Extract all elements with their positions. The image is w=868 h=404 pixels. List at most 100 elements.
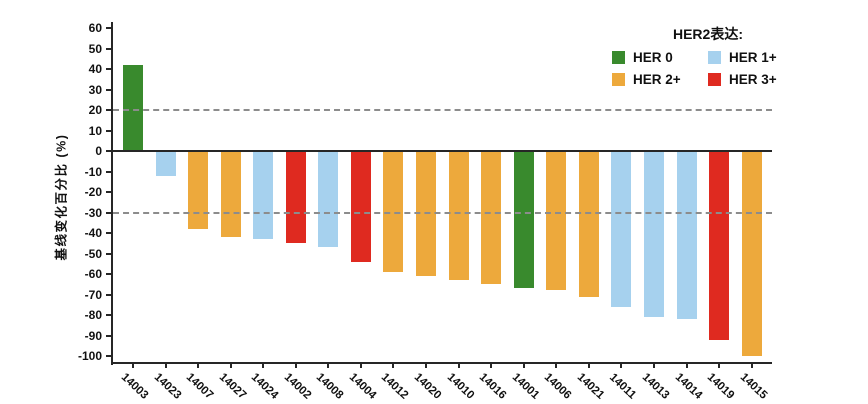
bar-14019 bbox=[709, 151, 730, 340]
y-axis-tick bbox=[106, 109, 112, 111]
y-axis-tick-label: -50 bbox=[84, 246, 102, 261]
bar-14013 bbox=[643, 151, 664, 318]
legend-swatch-icon bbox=[708, 51, 721, 65]
y-axis-tick-label: 20 bbox=[88, 103, 102, 117]
legend-item-label: HER 1+ bbox=[729, 50, 777, 65]
x-axis-tick bbox=[392, 363, 395, 368]
y-axis-tick-label: 40 bbox=[88, 62, 102, 76]
x-axis-tick-label: 14021 bbox=[574, 371, 607, 402]
legend-item-her-0: HER 0 bbox=[612, 51, 704, 65]
y-axis-tick-label: 30 bbox=[88, 82, 102, 97]
y-axis-tick bbox=[106, 211, 112, 214]
legend-item-label: HER 2+ bbox=[633, 71, 681, 87]
legend-item-her-3plus: HER 3+ bbox=[708, 71, 800, 87]
bar-14001 bbox=[513, 151, 534, 289]
bar-14016 bbox=[481, 151, 502, 285]
x-axis-tick bbox=[555, 363, 558, 368]
reference-line-dashed bbox=[113, 109, 772, 111]
y-axis-tick bbox=[106, 232, 112, 234]
bar-14007 bbox=[188, 151, 209, 229]
x-axis-tick-label: 14008 bbox=[314, 371, 346, 402]
x-axis-tick-label: 14004 bbox=[346, 371, 379, 402]
y-axis-tick-label: -30 bbox=[84, 205, 102, 220]
bar-14023 bbox=[155, 151, 176, 176]
y-axis-tick bbox=[106, 150, 112, 152]
x-axis-tick bbox=[750, 363, 753, 368]
y-axis-tick-label: -100 bbox=[77, 349, 102, 363]
legend-item-her-2plus: HER 2+ bbox=[612, 71, 704, 87]
bar-14024 bbox=[253, 151, 274, 240]
x-axis-tick bbox=[425, 363, 428, 368]
legend-swatch-icon bbox=[708, 72, 721, 86]
x-axis-line bbox=[111, 362, 772, 364]
y-axis-tick-label: 0 bbox=[95, 144, 102, 158]
y-axis-tick-label: -70 bbox=[84, 287, 102, 302]
bar-14008 bbox=[318, 151, 339, 248]
y-axis-tick-label: -60 bbox=[84, 267, 102, 281]
y-axis-tick bbox=[106, 334, 112, 337]
x-axis-tick-label: 14003 bbox=[118, 371, 151, 402]
x-axis-tick-label: 14012 bbox=[379, 371, 411, 402]
x-axis-tick bbox=[522, 363, 525, 368]
y-axis-tick bbox=[106, 355, 112, 357]
legend-swatch-icon bbox=[612, 72, 625, 86]
x-axis-tick-label: 14007 bbox=[183, 371, 216, 402]
y-axis-tick-label: -90 bbox=[84, 328, 102, 343]
x-axis-tick-label: 14002 bbox=[281, 371, 314, 402]
bar-14002 bbox=[285, 151, 306, 244]
y-axis-tick-label: -80 bbox=[84, 308, 102, 322]
legend-item-label: HER 0 bbox=[633, 50, 673, 65]
x-axis-tick bbox=[164, 363, 167, 368]
legend-swatch-icon bbox=[612, 51, 625, 65]
y-axis-tick-label: -20 bbox=[84, 185, 102, 199]
legend: HER2表达: HER 0 HER 1+ HER 2+ HER 3+ bbox=[612, 24, 804, 86]
bar-14003 bbox=[123, 64, 143, 151]
bar-14012 bbox=[383, 151, 404, 272]
y-axis-tick bbox=[106, 27, 112, 29]
legend-items: HER 0 HER 1+ HER 2+ HER 3+ bbox=[612, 51, 804, 86]
x-axis-tick-label: 14023 bbox=[151, 371, 183, 402]
y-axis-line bbox=[111, 22, 113, 365]
x-axis-tick-label: 14006 bbox=[541, 371, 574, 402]
bar-14014 bbox=[676, 151, 697, 320]
y-axis-tick-label: 50 bbox=[88, 41, 102, 56]
bar-14011 bbox=[611, 151, 632, 307]
x-axis-tick bbox=[294, 363, 297, 368]
x-axis-tick-label: 14014 bbox=[672, 371, 704, 402]
x-axis-tick-label: 14027 bbox=[216, 371, 248, 402]
y-axis-tick bbox=[106, 47, 112, 50]
legend-item-label: HER 3+ bbox=[729, 71, 777, 87]
legend-item-her-1plus: HER 1+ bbox=[708, 51, 800, 65]
y-axis-tick-label: -40 bbox=[84, 226, 102, 240]
y-axis-tick bbox=[106, 293, 112, 296]
x-axis-tick bbox=[652, 363, 655, 368]
x-axis-tick bbox=[132, 363, 134, 368]
y-axis-tick bbox=[106, 68, 112, 70]
reference-line-dashed bbox=[113, 211, 772, 214]
y-axis-tick-label: 60 bbox=[88, 21, 102, 35]
x-axis-tick-label: 14019 bbox=[704, 371, 737, 402]
y-axis-tick bbox=[106, 252, 112, 255]
legend-title: HER2表达: bbox=[672, 26, 743, 42]
y-axis-tick bbox=[106, 191, 112, 193]
y-axis-tick bbox=[106, 314, 112, 316]
x-axis-tick bbox=[359, 363, 362, 368]
bar-14021 bbox=[578, 151, 599, 297]
x-axis-tick-label: 14010 bbox=[444, 371, 476, 402]
bar-14006 bbox=[546, 151, 567, 291]
x-axis-tick bbox=[718, 363, 721, 368]
bar-14004 bbox=[350, 151, 371, 262]
x-axis-tick bbox=[197, 363, 200, 368]
y-axis-tick bbox=[106, 88, 112, 91]
y-axis-tick bbox=[106, 273, 112, 275]
y-axis-tick bbox=[106, 129, 112, 132]
y-axis-tick bbox=[106, 170, 112, 173]
x-axis-tick-label: 14020 bbox=[411, 371, 444, 402]
x-axis-tick bbox=[620, 363, 623, 368]
x-axis-tick bbox=[587, 363, 590, 368]
x-axis-tick-label: 14024 bbox=[248, 371, 281, 402]
y-axis-tick-label: -10 bbox=[84, 164, 102, 179]
x-axis-tick bbox=[229, 363, 232, 368]
x-axis-tick-label: 14001 bbox=[509, 371, 542, 402]
